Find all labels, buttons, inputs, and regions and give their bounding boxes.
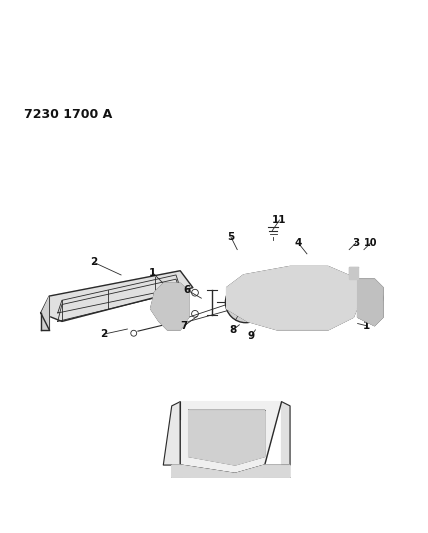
Text: 2: 2: [101, 329, 108, 339]
Polygon shape: [358, 279, 383, 326]
Polygon shape: [189, 410, 265, 465]
Polygon shape: [163, 402, 180, 465]
Circle shape: [165, 319, 174, 328]
Polygon shape: [282, 402, 290, 465]
Text: 1: 1: [363, 321, 370, 330]
Circle shape: [163, 297, 176, 310]
Text: 3: 3: [352, 238, 359, 248]
Circle shape: [294, 293, 303, 303]
Text: 11: 11: [272, 215, 287, 225]
Text: 1: 1: [149, 268, 156, 278]
Circle shape: [367, 293, 377, 303]
Circle shape: [324, 305, 332, 312]
Text: 4: 4: [295, 238, 302, 248]
Text: 10: 10: [363, 238, 377, 248]
Circle shape: [327, 293, 337, 303]
Polygon shape: [151, 284, 189, 330]
Circle shape: [131, 330, 137, 336]
Text: 2: 2: [90, 257, 97, 267]
Circle shape: [362, 288, 383, 309]
Polygon shape: [349, 266, 358, 279]
Text: 8: 8: [229, 325, 237, 335]
Text: 7230 1700 A: 7230 1700 A: [24, 108, 112, 121]
Text: 5: 5: [227, 232, 235, 242]
Text: 7: 7: [181, 321, 188, 330]
Text: 9: 9: [248, 331, 255, 341]
Circle shape: [192, 310, 198, 317]
Polygon shape: [172, 465, 290, 478]
Polygon shape: [41, 296, 49, 330]
Circle shape: [157, 291, 182, 317]
Text: 6: 6: [183, 285, 190, 295]
Polygon shape: [41, 271, 193, 321]
Polygon shape: [227, 266, 362, 330]
Circle shape: [236, 293, 255, 312]
Polygon shape: [180, 402, 282, 473]
Circle shape: [192, 289, 198, 296]
Circle shape: [226, 282, 266, 322]
